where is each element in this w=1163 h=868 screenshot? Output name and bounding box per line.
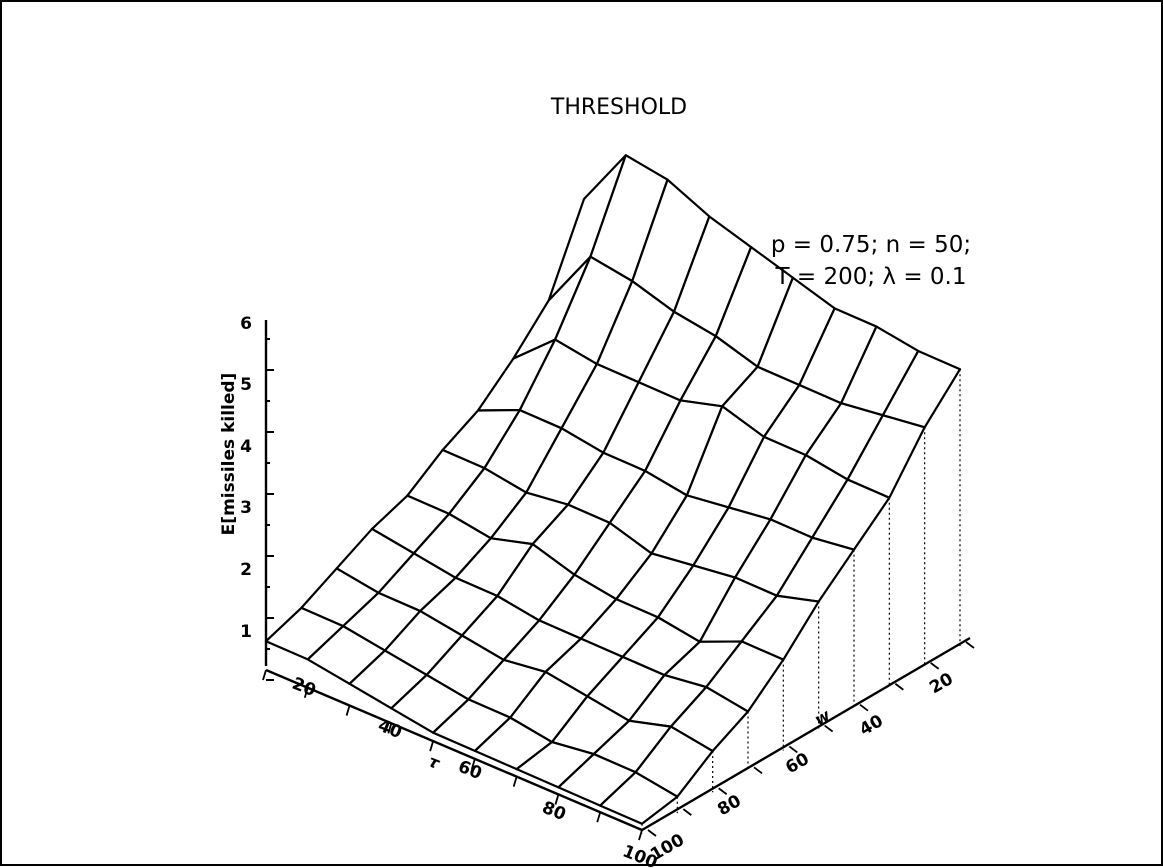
tau-tick-label: 80 bbox=[539, 798, 569, 825]
tau-tick-label: 40 bbox=[375, 716, 405, 743]
tau-tick bbox=[596, 811, 602, 823]
w-tick bbox=[894, 683, 904, 691]
w-tick bbox=[718, 787, 728, 795]
w-tick bbox=[930, 662, 940, 670]
w-tick bbox=[788, 745, 798, 754]
tau-tick bbox=[345, 705, 351, 716]
w-tick-label: 80 bbox=[714, 791, 745, 820]
parameter-annotation-line-1: p = 0.75; n = 50; bbox=[771, 232, 971, 258]
y-tick-label: 6 bbox=[240, 314, 252, 334]
w-tick-label: 60 bbox=[782, 749, 813, 778]
y-tick-label: 1 bbox=[240, 622, 252, 642]
w-tick-label: 100 bbox=[647, 830, 688, 865]
y-axis-label: E[missiles killed] bbox=[219, 373, 239, 536]
w-axis-line bbox=[641, 636, 971, 832]
w-tick-label: 40 bbox=[856, 711, 887, 740]
parameter-annotation-line-2: T = 200; λ = 0.1 bbox=[775, 264, 967, 290]
y-tick-label: 5 bbox=[240, 375, 252, 395]
w-tick bbox=[682, 808, 692, 816]
tau-tick bbox=[303, 687, 309, 699]
chart-title: THRESHOLD bbox=[550, 95, 687, 120]
tau-tick bbox=[554, 794, 560, 805]
w-tick bbox=[647, 829, 657, 837]
tau-tick bbox=[387, 723, 393, 734]
surface-mesh bbox=[264, 154, 962, 834]
tau-tick bbox=[512, 776, 518, 787]
y-tick-label: 4 bbox=[240, 437, 252, 457]
tau-axis-line bbox=[265, 668, 643, 832]
tau-tick bbox=[429, 740, 434, 752]
w-tick bbox=[753, 766, 763, 775]
tau-tick bbox=[262, 669, 267, 681]
w-tick bbox=[824, 724, 834, 733]
w-tick bbox=[965, 641, 975, 649]
y-tick-label: 2 bbox=[240, 560, 252, 580]
tau-tick-label: 20 bbox=[289, 674, 319, 701]
tau-tick bbox=[638, 829, 643, 841]
w-tick bbox=[859, 703, 869, 712]
x-axis-label: τ bbox=[426, 751, 443, 773]
w-tick-label: 20 bbox=[926, 669, 957, 698]
y-tick-label: 3 bbox=[240, 498, 252, 518]
w-axis-label: w bbox=[811, 705, 833, 729]
tau-tick bbox=[471, 758, 476, 770]
